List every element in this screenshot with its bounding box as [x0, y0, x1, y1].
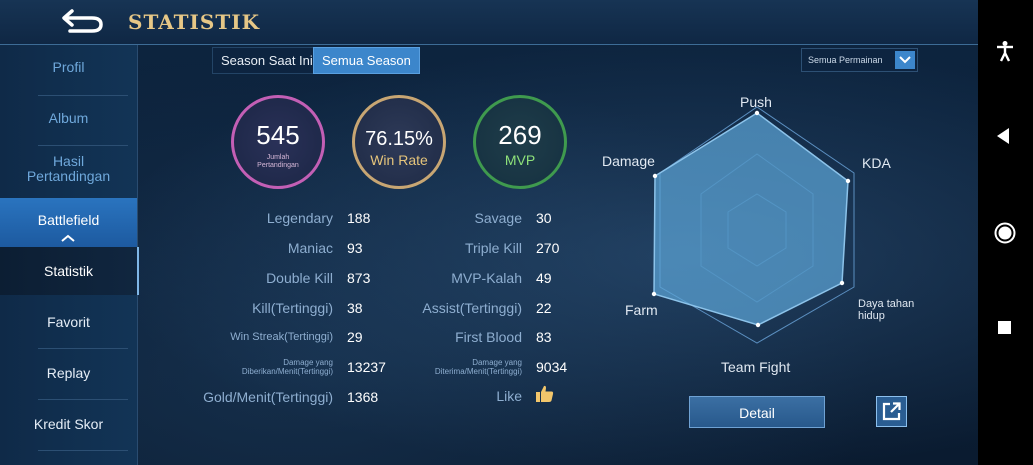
- mvp-label: MVP: [504, 152, 536, 168]
- tab-season-saat-ini[interactable]: Season Saat Ini: [212, 47, 322, 74]
- radar-axis-push: Push: [740, 94, 772, 110]
- chevron-up-icon: [61, 234, 75, 242]
- matches-label: Jumlah Pertandingan: [257, 154, 299, 169]
- stat-value-maniac: 93: [347, 240, 363, 256]
- stat-value-kill-tertinggi: 38: [347, 300, 363, 316]
- sidebar-item-album[interactable]: Album: [48, 110, 89, 126]
- sidebar-item-statistik[interactable]: Statistik: [0, 247, 139, 295]
- page-title: STATISTIK: [128, 10, 260, 34]
- chevron-down-icon: [899, 56, 911, 64]
- recents-square-icon[interactable]: [997, 320, 1012, 335]
- sidebar-divider: [38, 95, 128, 96]
- stat-value-double-kill: 873: [347, 270, 371, 286]
- mode-filter-dropdown[interactable]: Semua Permainan: [801, 48, 918, 72]
- stat-label-kill-tertinggi: Kill(Tertinggi): [252, 300, 333, 316]
- stat-value-first-blood: 83: [536, 329, 552, 345]
- sidebar-item-favorit[interactable]: Favorit: [47, 314, 90, 330]
- stat-value-damage-given: 13237: [347, 359, 386, 375]
- sidebar-divider: [38, 348, 128, 349]
- win-rate-circle: 76.15% Win Rate: [352, 95, 446, 189]
- win-rate-label: Win Rate: [370, 152, 428, 168]
- dropdown-toggle[interactable]: [895, 51, 915, 69]
- header-bar: STATISTIK: [0, 0, 978, 45]
- sidebar-item-kredit-skor[interactable]: Kredit Skor: [33, 416, 104, 432]
- radar-axis-damage: Damage: [602, 153, 655, 169]
- mvp-circle: 269 MVP: [473, 95, 567, 189]
- radar-data-area: [653, 112, 849, 326]
- sidebar-divider: [38, 145, 128, 146]
- stat-value-gold-per-minute: 1368: [347, 389, 379, 405]
- mode-filter-value: Semua Permainan: [808, 55, 883, 65]
- radar-axis-daya-tahan-hidup: Daya tahan hidup: [858, 298, 915, 322]
- radar-chart-graphic: [651, 106, 855, 344]
- share-button[interactable]: [876, 396, 907, 427]
- stat-label-gold-per-minute: Gold/Menit(Tertinggi): [203, 389, 333, 405]
- tab-semua-season[interactable]: Semua Season: [313, 47, 420, 74]
- share-icon: [882, 402, 901, 421]
- stat-value-damage-taken: 9034: [536, 359, 568, 375]
- radar-axis-farm: Farm: [625, 302, 658, 318]
- sidebar: Profil Album Hasil Pertandingan Battlefi…: [0, 45, 139, 465]
- stat-label-damage-taken: Damage yang Diterima/Menit(Tertinggi): [434, 358, 522, 376]
- back-triangle-icon[interactable]: [996, 127, 1010, 145]
- stat-label-double-kill: Double Kill: [266, 270, 333, 286]
- back-arrow-icon: [62, 9, 103, 33]
- thumbs-up-icon: [536, 385, 554, 402]
- matches-circle: 545 Jumlah Pertandingan: [231, 95, 325, 189]
- stat-value-triple-kill: 270: [536, 240, 560, 256]
- stat-value-assist-tertinggi: 22: [536, 300, 552, 316]
- system-nav-bar: [978, 0, 1033, 465]
- like-button[interactable]: [535, 385, 554, 408]
- sidebar-divider: [38, 450, 128, 451]
- stat-label-triple-kill: Triple Kill: [464, 240, 522, 256]
- sidebar-divider: [38, 399, 128, 400]
- radar-axis-team-fight: Team Fight: [721, 359, 791, 375]
- sidebar-item-label: Battlefield: [37, 212, 100, 228]
- stat-label-mvp-kalah: MVP-Kalah: [451, 270, 522, 286]
- radar-axis-kda: KDA: [862, 155, 891, 171]
- mvp-value: 269: [498, 120, 542, 150]
- radar-chart: Push KDA Daya tahan hidup Team Fight Far…: [600, 90, 930, 380]
- back-button[interactable]: [58, 6, 108, 36]
- sidebar-item-battlefield[interactable]: Battlefield: [0, 198, 137, 247]
- stat-label-like: Like: [496, 388, 522, 404]
- matches-value: 545: [256, 120, 300, 150]
- win-rate-value: 76.15%: [365, 128, 433, 150]
- home-circle-icon[interactable]: [994, 222, 1016, 244]
- stat-label-win-streak: Win Streak(Tertinggi): [230, 331, 333, 343]
- stat-label-first-blood: First Blood: [455, 329, 522, 345]
- accessibility-icon[interactable]: [995, 40, 1015, 62]
- sidebar-item-hasil-pertandingan[interactable]: Hasil Pertandingan: [26, 153, 111, 184]
- stat-value-legendary: 188: [347, 210, 371, 226]
- stat-label-legendary: Legendary: [266, 210, 333, 226]
- stat-value-savage: 30: [536, 210, 552, 226]
- sidebar-item-replay[interactable]: Replay: [46, 365, 91, 381]
- stat-value-win-streak: 29: [347, 329, 363, 345]
- stat-label-savage: Savage: [474, 210, 522, 226]
- detail-button[interactable]: Detail: [689, 396, 825, 428]
- stat-label-maniac: Maniac: [287, 240, 333, 256]
- sidebar-item-profil[interactable]: Profil: [52, 59, 85, 75]
- stat-label-assist-tertinggi: Assist(Tertinggi): [422, 300, 522, 316]
- stat-label-damage-given: Damage yang Diberikan/Menit(Tertinggi): [241, 358, 333, 376]
- stat-value-mvp-kalah: 49: [536, 270, 552, 286]
